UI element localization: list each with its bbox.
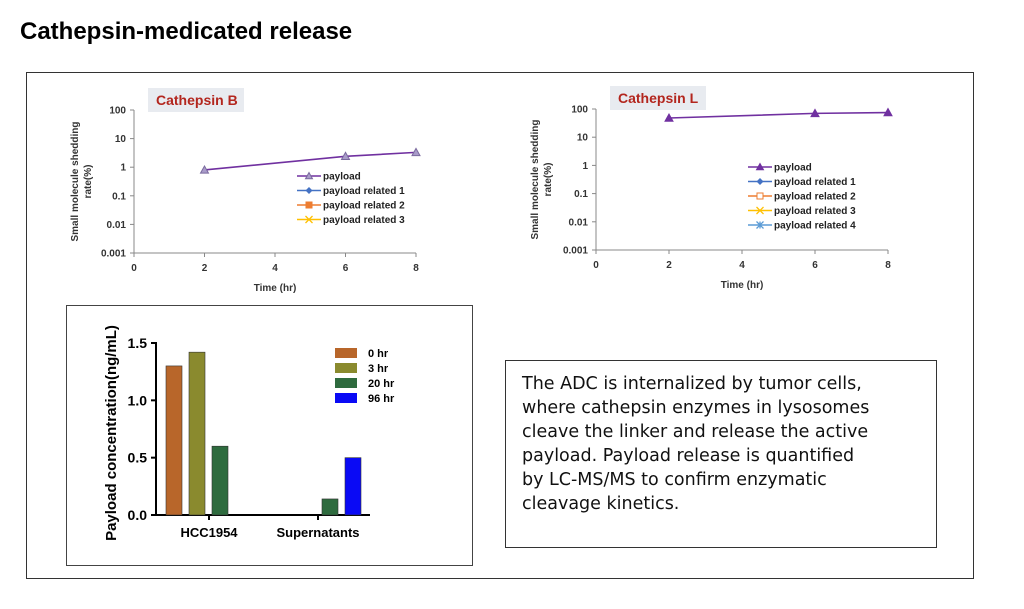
legend-label: 0 hr [368,348,389,360]
legend-label: payload related 3 [323,215,405,226]
chart-title-box [148,88,244,112]
bar-20-hr [211,445,229,516]
legend-swatch [335,363,357,373]
bar-0-hr [165,365,183,516]
y-tick-label: 1.5 [128,335,148,351]
x-axis-label: Time (hr) [254,283,297,294]
marker-triangle-open [411,147,421,157]
legend-swatch [335,348,357,358]
y-axis-label-line: Small molecule shedding [70,121,81,241]
bar-20-hr [321,498,339,516]
description-box: The ADC is internalized by tumor cells, … [505,360,937,548]
legend-label: 96 hr [368,393,395,405]
series-line-payload [668,111,889,119]
marker-diamond [756,178,764,185]
legend-label: payload related 3 [774,206,856,217]
description-line: payload. Payload release is quantified [522,446,855,466]
marker-square [305,201,313,209]
y-tick-label: 10 [115,134,127,145]
x-tick-label: 4 [739,260,745,271]
y-axis-label-line: rate(%) [543,163,554,197]
legend-label: payload [323,172,361,183]
bar-96-hr [344,457,362,516]
y-tick-label: 0.5 [128,450,148,466]
marker-triangle-open [304,171,314,180]
y-axis-label: Small molecule shedding rate(%) [70,121,94,241]
marker-triangle [810,108,820,118]
legend-label: payload related 2 [774,192,856,203]
y-tick-label: 0.1 [112,191,126,202]
y-tick-label: 0.001 [563,246,588,257]
x-tick-label: 6 [812,260,818,271]
marker-triangle-open [340,151,351,161]
x-tick-label: 8 [413,263,419,274]
description-line: cleave the linker and release the active [522,422,869,442]
chart-title: Cathepsin B [156,92,238,108]
x-tick-label: 6 [343,263,349,274]
marker-triangle [664,112,674,122]
line-chart-cathepsin-l: Cathepsin L 100 10 1 0.1 0.01 0.001 0 2 4 6 8 Time (… [530,86,893,291]
y-axis-label-line: rate(%) [83,165,94,199]
x-tick-label: 0 [131,263,137,274]
legend-label: payload [774,163,812,174]
legend-label: payload related 1 [774,177,856,188]
marker-x [756,206,764,215]
marker-x [305,215,313,224]
y-axis-label-line: Small molecule shedding [530,119,541,239]
bar-3-hr [188,351,206,516]
y-axis-label: Payload concentration(ng/mL) [103,325,120,541]
y-tick-label: 10 [577,133,589,144]
y-tick-label: 1.0 [128,392,148,408]
chart-title: Cathepsin L [618,90,699,106]
category-label: HCC1954 [180,525,238,540]
description-line: The ADC is internalized by tumor cells, [522,374,862,394]
bar-chart-frame [66,305,473,566]
x-tick-label: 2 [666,260,672,271]
y-axis-label: Small molecule shedding rate(%) [530,119,554,239]
marker-diamond [305,187,313,194]
marker-star [756,221,764,229]
y-tick-label: 100 [571,105,588,116]
content-frame [26,72,974,579]
marker-triangle [883,107,893,117]
y-tick-label: 1 [582,161,588,172]
y-tick-label: 0.0 [128,507,148,523]
legend-swatch [335,378,357,388]
marker-triangle-open [199,164,210,174]
y-tick-label: 0.01 [107,220,127,231]
legend-label: payload related 1 [323,186,405,197]
legend-label: 3 hr [368,363,389,375]
x-axis-label: Time (hr) [721,280,764,291]
description-line: by LC-MS/MS to confirm enzymatic [522,470,827,490]
y-tick-label: 0.1 [574,189,588,200]
legend-label: 20 hr [368,378,395,390]
description-line: cleavage kinetics. [522,494,680,514]
x-tick-label: 4 [272,263,278,274]
x-tick-label: 0 [593,260,599,271]
marker-square-open [756,192,764,200]
bar-chart-payload-concentration: 0.0 0.5 1.0 1.5 Payload concentration(ng/mL)… [103,325,395,541]
y-tick-label: 100 [109,106,126,117]
legend-swatch [335,393,357,403]
y-tick-label: 0.001 [101,249,126,260]
x-tick-label: 8 [885,260,891,271]
line-chart-cathepsin-b: Cathepsin B 100 10 1 0.1 0.01 0.001 0 2 4 6 8 Time (… [70,88,421,294]
legend-label: payload related 2 [323,201,405,212]
marker-triangle [755,162,765,171]
chart-title-box [610,86,706,110]
x-tick-label: 2 [202,263,208,274]
legend-label: payload related 4 [774,221,856,232]
y-tick-label: 0.01 [569,217,589,228]
y-tick-label: 1 [120,163,126,174]
category-label: Supernatants [276,525,359,540]
series-line-payload [204,151,417,171]
description-line: where cathepsin enzymes in lysosomes [522,398,870,418]
slide-title: Cathepsin-medicated release [20,18,353,45]
